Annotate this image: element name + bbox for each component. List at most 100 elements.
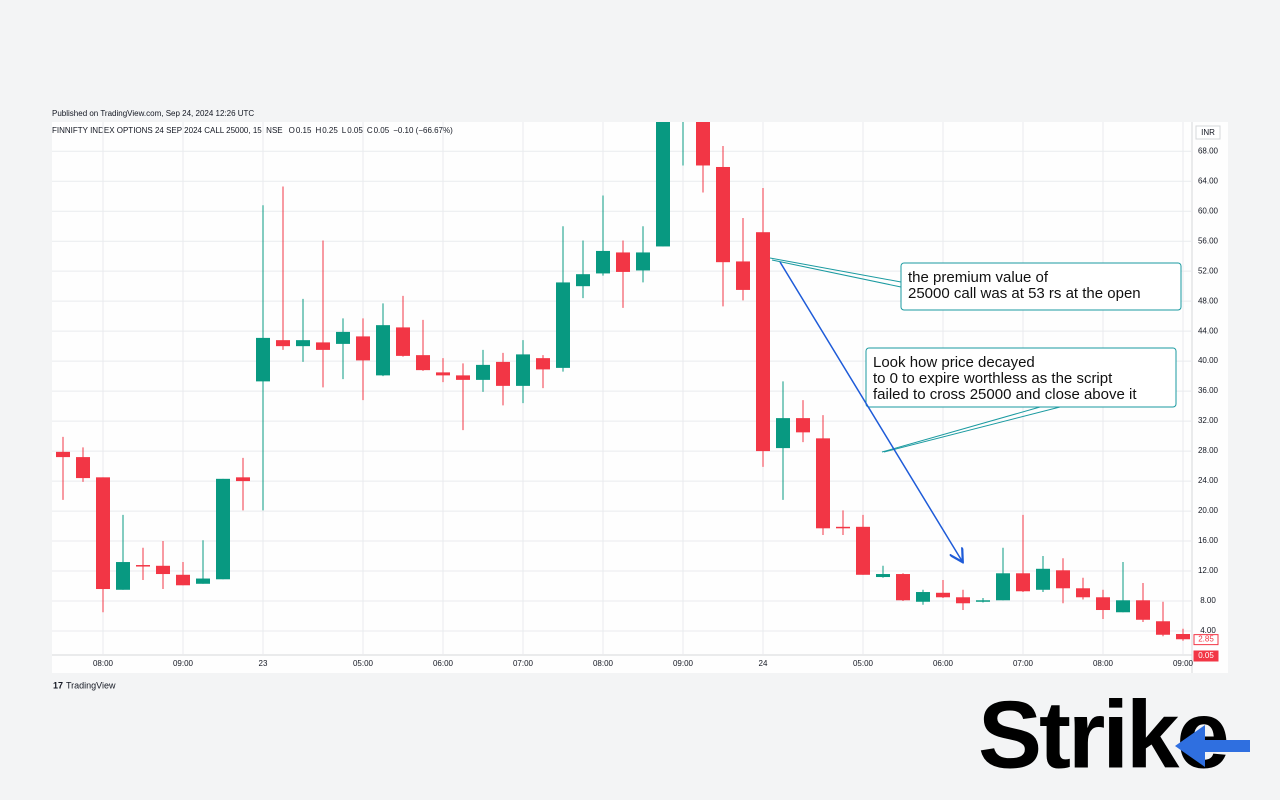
- candle-body: [1056, 570, 1070, 589]
- price-label-box: [1193, 634, 1219, 646]
- candle-body: [616, 252, 630, 272]
- candle-body: [996, 573, 1010, 601]
- candle-body: [1116, 600, 1130, 613]
- currency: INR: [1201, 128, 1215, 137]
- y-tick-label: 4.00: [1200, 626, 1216, 635]
- candle-body: [876, 574, 890, 578]
- y-tick-label: 36.00: [1198, 386, 1219, 395]
- price-axis: [1192, 122, 1228, 673]
- legend-row: FINNIFTY INDEX OPTIONS 24 SEP 2024 CALL …: [52, 126, 453, 135]
- arrow: [779, 261, 962, 561]
- candle-body: [136, 565, 150, 567]
- ohlc-value: 0.05: [374, 126, 390, 135]
- candle-body: [456, 375, 470, 380]
- ohlc-letter: O: [289, 126, 295, 135]
- candle-body: [936, 592, 950, 598]
- candle-body: [716, 166, 730, 263]
- candle-body: [236, 477, 250, 482]
- ohlc-value: 0.25: [322, 126, 338, 135]
- y-tick-label: 68.00: [1198, 146, 1219, 155]
- annotation-text: 25000 call was at 53 rs at the open: [908, 285, 1141, 302]
- currency-box: [1195, 125, 1221, 140]
- price-label: 0.05: [1198, 651, 1214, 660]
- ohlc-letter: C: [367, 126, 373, 135]
- candle-body: [796, 418, 810, 433]
- time-axis: [52, 655, 1192, 673]
- annotation-text: the premium value of: [908, 269, 1049, 286]
- x-tick-label: 06:00: [933, 659, 954, 668]
- candle-body: [356, 336, 370, 361]
- candle-body: [576, 274, 590, 287]
- brand-mark: [1175, 725, 1250, 767]
- y-tick-label: 8.00: [1200, 596, 1216, 605]
- y-tick-label: 32.00: [1198, 416, 1219, 425]
- candle-body: [496, 361, 510, 386]
- candle-body: [656, 122, 670, 247]
- candle-body: [516, 354, 530, 386]
- y-tick-label: 48.00: [1198, 296, 1219, 305]
- candle-body: [116, 562, 130, 590]
- candle-body: [216, 478, 230, 580]
- x-tick-label: 23: [259, 659, 268, 668]
- ohlc-letter: L: [342, 126, 347, 135]
- candle-body: [476, 364, 490, 380]
- brand: Strike: [978, 681, 1227, 788]
- candle-body: [416, 355, 430, 371]
- candle-body: [956, 597, 970, 604]
- annotation-pointer: [881, 406, 1041, 453]
- x-tick-label: 09:00: [673, 659, 694, 668]
- candle-body: [1076, 588, 1090, 598]
- candle-body: [1016, 573, 1030, 592]
- axes: 4.00 8.00 12.00 16.00 20.00 24.00 28.00 32.00 36…: [93, 146, 1219, 668]
- candle-body: [596, 250, 610, 274]
- candle-body: [256, 337, 270, 382]
- candle-body: [776, 418, 790, 449]
- candle-body: [156, 565, 170, 575]
- candle-body: [536, 358, 550, 370]
- annotation-box: [900, 262, 1182, 311]
- x-tick-label: 07:00: [513, 659, 534, 668]
- candle-body: [96, 477, 110, 590]
- published: Published on TradingView.com, Sep 24, 20…: [52, 109, 254, 118]
- x-tick-label: 08:00: [93, 659, 114, 668]
- y-tick-label: 52.00: [1198, 266, 1219, 275]
- ohlc-letter: H: [315, 126, 321, 135]
- candle-body: [1096, 597, 1110, 611]
- candle-body: [276, 340, 290, 347]
- x-tick-label: 08:00: [1093, 659, 1114, 668]
- candle-body: [56, 451, 70, 458]
- x-tick-label: 07:00: [1013, 659, 1034, 668]
- candles: [56, 122, 1190, 641]
- candle-body: [196, 578, 210, 584]
- y-tick-label: 16.00: [1198, 536, 1219, 545]
- y-tick-label: 28.00: [1198, 446, 1219, 455]
- y-tick-label: 60.00: [1198, 206, 1219, 215]
- annotation-pointer: [769, 257, 902, 283]
- candle-body: [836, 526, 850, 529]
- annotation-text: Look how price decayed: [873, 354, 1035, 371]
- x-tick-label: 08:00: [593, 659, 614, 668]
- annotation-pointer: [771, 259, 902, 288]
- candle-body: [916, 592, 930, 602]
- watermark: TradingView: [66, 680, 116, 690]
- annotation-pointer: [883, 406, 1061, 453]
- candle-body: [76, 457, 90, 479]
- y-tick-label: 44.00: [1198, 326, 1219, 335]
- candle-body: [1036, 568, 1050, 590]
- candle-body: [1156, 621, 1170, 635]
- candle-body: [1176, 634, 1190, 640]
- x-tick-label: 09:00: [173, 659, 194, 668]
- ohlc-value: 0.05: [347, 126, 363, 135]
- watermark-logo: 17: [53, 680, 63, 690]
- y-tick-label: 56.00: [1198, 236, 1219, 245]
- change: −0.10 (−66.67%): [393, 126, 453, 135]
- x-tick-label: 05:00: [853, 659, 874, 668]
- candle-body: [176, 574, 190, 586]
- y-tick-label: 24.00: [1198, 476, 1219, 485]
- candle-body: [336, 331, 350, 344]
- candle-body: [736, 261, 750, 290]
- annotation-text: to 0 to expire worthless as the script: [873, 370, 1113, 387]
